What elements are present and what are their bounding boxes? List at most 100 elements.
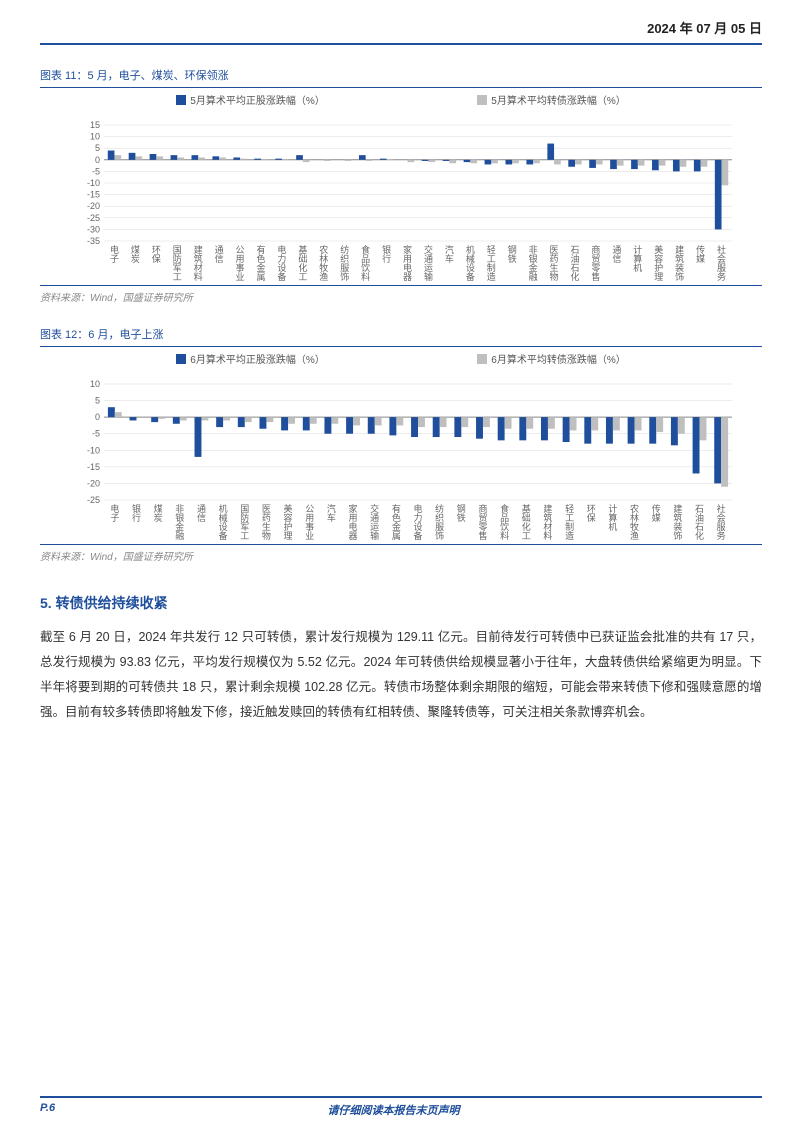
chart-11-area: -35-30-25-20-15-10-5051015电子煤炭环保国防军工建筑材料… <box>70 121 742 281</box>
svg-text:-30: -30 <box>87 224 100 234</box>
legend-item-a: 5月算术平均正股涨跌幅（%） <box>176 92 324 107</box>
chart-11-block: 图表 11：5 月，电子、煤炭、环保领涨 5月算术平均正股涨跌幅（%） 5月算术… <box>40 63 762 304</box>
svg-text:建筑材料: 建筑材料 <box>194 244 203 281</box>
svg-text:农林牧渔: 农林牧渔 <box>630 503 639 540</box>
svg-text:石油石化: 石油石化 <box>570 245 579 281</box>
footer-spacer <box>732 1102 762 1118</box>
svg-text:-5: -5 <box>92 429 100 439</box>
svg-text:计算机: 计算机 <box>608 503 617 532</box>
chart-11-svg: -35-30-25-20-15-10-5051015电子煤炭环保国防军工建筑材料… <box>70 121 742 281</box>
svg-text:汽车: 汽车 <box>445 244 454 264</box>
svg-text:机械设备: 机械设备 <box>219 503 228 540</box>
legend-swatch-b <box>477 95 487 105</box>
svg-text:-20: -20 <box>87 478 100 488</box>
svg-text:0: 0 <box>95 412 100 422</box>
svg-text:电子: 电子 <box>110 244 119 264</box>
svg-text:传媒: 传媒 <box>652 503 661 523</box>
header-date: 2024 年 07 月 05 日 <box>647 18 762 37</box>
svg-text:有色金属: 有色金属 <box>392 503 401 540</box>
svg-text:食品饮料: 食品饮料 <box>500 503 509 540</box>
svg-text:银行: 银行 <box>132 503 141 523</box>
svg-text:轻工制造: 轻工制造 <box>487 244 496 281</box>
svg-text:纺织服饰: 纺织服饰 <box>340 244 349 281</box>
svg-text:电力设备: 电力设备 <box>277 244 286 281</box>
svg-text:建筑装饰: 建筑装饰 <box>675 244 684 281</box>
svg-text:环保: 环保 <box>152 245 161 264</box>
svg-text:农林牧渔: 农林牧渔 <box>319 244 328 281</box>
svg-text:非银金融: 非银金融 <box>529 244 538 281</box>
svg-text:国防军工: 国防军工 <box>173 245 182 281</box>
svg-text:-25: -25 <box>87 495 100 505</box>
page-footer: P.6 请仔细阅读本报告末页声明 <box>40 1096 762 1118</box>
legend-label-b2: 6月算术平均转债涨跌幅（%） <box>491 351 625 366</box>
page-header: 2024 年 07 月 05 日 <box>40 0 762 45</box>
svg-text:非银金融: 非银金融 <box>175 503 184 540</box>
legend-swatch-a <box>176 95 186 105</box>
legend-label-a: 5月算术平均正股涨跌幅（%） <box>190 92 324 107</box>
svg-text:建筑材料: 建筑材料 <box>543 503 552 540</box>
svg-text:社会服务: 社会服务 <box>717 244 726 281</box>
svg-text:煤炭: 煤炭 <box>131 244 140 264</box>
svg-text:基础化工: 基础化工 <box>522 503 531 540</box>
svg-text:-5: -5 <box>92 166 100 176</box>
svg-text:电子: 电子 <box>110 503 119 523</box>
svg-text:传媒: 传媒 <box>696 244 705 264</box>
svg-text:0: 0 <box>95 155 100 165</box>
chart-11-legend: 5月算术平均正股涨跌幅（%） 5月算术平均转债涨跌幅（%） <box>40 88 762 111</box>
legend-item-a2: 6月算术平均正股涨跌幅（%） <box>176 351 324 366</box>
svg-text:机械设备: 机械设备 <box>466 244 475 281</box>
chart-12-source: 资料来源：Wind，国盛证券研究所 <box>40 544 762 563</box>
svg-text:美容护理: 美容护理 <box>654 244 663 281</box>
legend-item-b2: 6月算术平均转债涨跌幅（%） <box>477 351 625 366</box>
chart-12-title: 图表 12：6 月，电子上涨 <box>40 322 762 347</box>
svg-text:建筑装饰: 建筑装饰 <box>673 503 682 540</box>
section-body: 截至 6 月 20 日，2024 年共发行 12 只可转债，累计发行规模为 12… <box>40 625 762 725</box>
svg-text:公用事业: 公用事业 <box>305 504 314 540</box>
svg-text:石油石化: 石油石化 <box>695 504 704 540</box>
svg-text:10: 10 <box>90 132 100 142</box>
legend-label-a2: 6月算术平均正股涨跌幅（%） <box>190 351 324 366</box>
footer-note: 请仔细阅读本报告末页声明 <box>328 1102 460 1118</box>
svg-text:煤炭: 煤炭 <box>154 503 163 523</box>
svg-text:-20: -20 <box>87 201 100 211</box>
svg-text:-10: -10 <box>87 445 100 455</box>
svg-text:轻工制造: 轻工制造 <box>565 503 574 540</box>
svg-text:有色金属: 有色金属 <box>256 244 265 281</box>
svg-text:食品饮料: 食品饮料 <box>361 244 370 281</box>
svg-text:电力设备: 电力设备 <box>413 503 422 540</box>
chart-12-block: 图表 12：6 月，电子上涨 6月算术平均正股涨跌幅（%） 6月算术平均转债涨跌… <box>40 322 762 563</box>
legend-swatch-a2 <box>176 354 186 364</box>
svg-text:-15: -15 <box>87 190 100 200</box>
svg-text:15: 15 <box>90 121 100 130</box>
svg-text:交通运输: 交通运输 <box>370 503 379 540</box>
section-heading: 5. 转债供给持续收紧 <box>40 593 762 613</box>
svg-text:基础化工: 基础化工 <box>298 244 307 281</box>
svg-text:10: 10 <box>90 380 100 389</box>
svg-text:商贸零售: 商贸零售 <box>591 244 600 281</box>
svg-text:通信: 通信 <box>215 245 224 264</box>
svg-text:银行: 银行 <box>382 244 391 264</box>
svg-text:通信: 通信 <box>197 504 206 523</box>
svg-text:公用事业: 公用事业 <box>236 245 245 281</box>
svg-text:交通运输: 交通运输 <box>424 244 433 281</box>
svg-text:家用电器: 家用电器 <box>349 503 358 540</box>
svg-text:社会服务: 社会服务 <box>717 503 726 540</box>
svg-text:国防军工: 国防军工 <box>240 504 249 540</box>
svg-text:环保: 环保 <box>587 504 596 523</box>
svg-text:汽车: 汽车 <box>327 503 336 523</box>
svg-text:商贸零售: 商贸零售 <box>478 503 487 540</box>
svg-text:家用电器: 家用电器 <box>403 244 412 281</box>
chart-12-svg: -25-20-15-10-50510电子银行煤炭非银金融通信机械设备国防军工医药… <box>70 380 742 540</box>
legend-label-b: 5月算术平均转债涨跌幅（%） <box>491 92 625 107</box>
svg-text:5: 5 <box>95 396 100 406</box>
chart-11-title: 图表 11：5 月，电子、煤炭、环保领涨 <box>40 63 762 88</box>
svg-text:-35: -35 <box>87 236 100 246</box>
svg-text:计算机: 计算机 <box>633 244 642 273</box>
legend-item-b: 5月算术平均转债涨跌幅（%） <box>477 92 625 107</box>
legend-swatch-b2 <box>477 354 487 364</box>
svg-text:美容护理: 美容护理 <box>284 503 293 540</box>
svg-text:-25: -25 <box>87 213 100 223</box>
svg-text:纺织服饰: 纺织服饰 <box>435 503 444 540</box>
svg-text:-15: -15 <box>87 462 100 472</box>
chart-11-source: 资料来源：Wind，国盛证券研究所 <box>40 285 762 304</box>
